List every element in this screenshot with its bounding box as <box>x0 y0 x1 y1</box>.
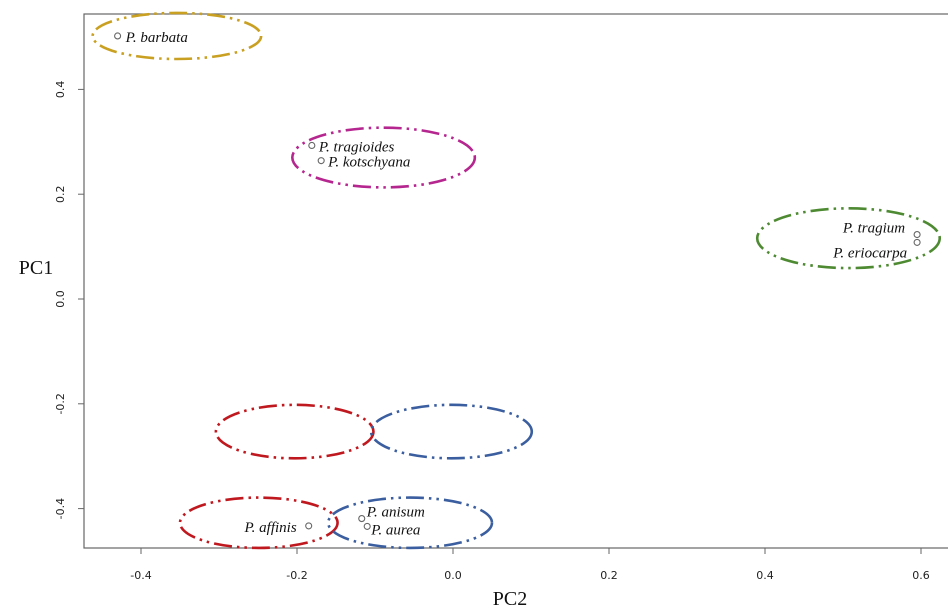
point-label-6: P. affinis <box>243 520 296 536</box>
plot-frame <box>83 13 948 549</box>
point-label-4: P. tragium <box>842 221 905 237</box>
group-ellipse-4 <box>214 403 375 460</box>
point-label-7: P. anisum <box>366 505 425 521</box>
data-point-6 <box>305 522 313 530</box>
y-axis: -0.4 -0.2 0.0 0.2 0.4 <box>54 81 84 519</box>
point-label-3: P. kotschyana <box>327 155 410 171</box>
data-point-1 <box>114 32 122 40</box>
y-tick-label-4: 0.2 <box>54 185 67 203</box>
x-tick-label-1: -0.4 <box>130 569 151 582</box>
data-point-2 <box>308 141 316 150</box>
data-point-8 <box>363 522 371 530</box>
group-ellipse-5 <box>369 403 534 460</box>
x-axis-title: PC2 <box>493 588 527 610</box>
data-point-7 <box>358 515 366 523</box>
x-tick-label-6: 0.6 <box>912 569 930 582</box>
y-tick-label-3: 0.0 <box>54 290 67 308</box>
point-label-5: P. eriocarpa <box>832 245 907 261</box>
x-tick-label-3: 0.0 <box>444 569 462 582</box>
x-tick-label-4: 0.2 <box>600 569 618 582</box>
group-ellipse-7 <box>326 496 494 550</box>
x-tick-label-2: -0.2 <box>286 569 307 582</box>
x-tick-label-5: 0.4 <box>756 569 774 582</box>
data-point-4 <box>913 230 921 239</box>
point-label-8: P. aurea <box>370 522 420 538</box>
y-tick-label-1: -0.4 <box>54 498 67 519</box>
group-ellipse-1 <box>91 11 263 61</box>
y-axis-title: PC1 <box>19 257 53 279</box>
group-ellipse-6 <box>178 496 339 550</box>
data-points <box>114 32 921 530</box>
data-point-5 <box>913 238 921 246</box>
group-ellipse-2 <box>291 126 477 189</box>
group-ellipses <box>91 11 942 550</box>
x-axis: -0.4 -0.2 0.0 0.2 0.4 0.6 <box>130 548 930 582</box>
y-tick-label-5: 0.4 <box>54 81 67 99</box>
data-point-3 <box>317 157 325 165</box>
point-label-2: P. tragioides <box>318 139 395 155</box>
point-label-1: P. barbata <box>125 30 188 46</box>
group-ellipse-3 <box>755 207 942 270</box>
y-tick-label-2: -0.2 <box>54 393 67 414</box>
